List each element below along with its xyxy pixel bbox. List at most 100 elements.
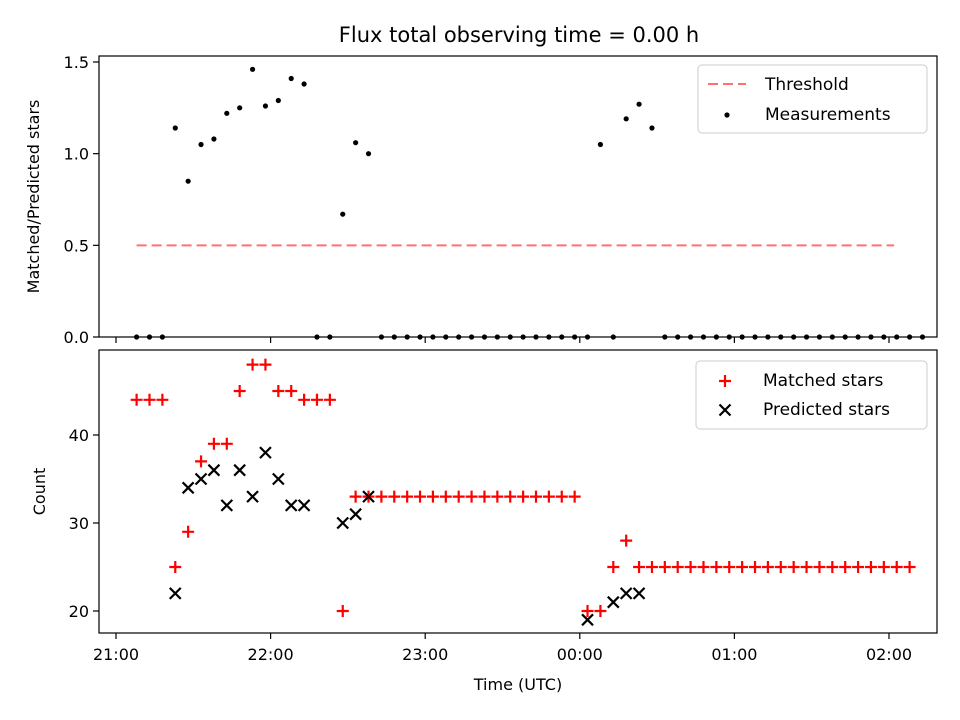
x-axis-label: Time (UTC)	[473, 675, 562, 694]
measurement-point	[275, 97, 281, 104]
matched-star-point	[581, 605, 594, 617]
matched-star-point	[645, 561, 658, 573]
legend-measurements-label: Measurements	[765, 105, 891, 125]
bottom-y-tick-label: 40	[69, 426, 89, 445]
predicted-star-point	[194, 472, 208, 486]
measurement-point	[353, 140, 359, 146]
x-tick-label: 21:00	[93, 645, 139, 664]
bottom-y-tick-label: 30	[69, 514, 89, 533]
matched-star-point	[401, 490, 414, 503]
matched-star-point	[439, 490, 452, 503]
predicted-star-point	[220, 499, 234, 512]
x-tick-label: 02:00	[866, 645, 912, 664]
top-y-tick-label: 1.5	[64, 53, 89, 72]
matched-star-point	[169, 561, 182, 573]
matched-star-point	[568, 490, 581, 503]
measurement-point	[185, 178, 191, 184]
matched-star-point	[555, 490, 568, 503]
matched-star-point	[478, 490, 491, 503]
matched-star-point	[774, 561, 787, 573]
legend-matched-swatch	[719, 375, 731, 387]
predicted-star-point	[181, 481, 195, 495]
matched-star-point	[877, 561, 890, 573]
predicted-star-point	[272, 472, 285, 486]
measurement-point	[211, 136, 217, 142]
matched-star-point	[787, 561, 800, 573]
matched-star-point	[323, 393, 336, 406]
matched-star-point	[349, 490, 362, 503]
matched-star-point	[813, 561, 826, 573]
matched-star-point	[298, 393, 311, 406]
figure-title: Flux total observing time = 0.00 h	[339, 23, 699, 47]
predicted-star-point	[207, 463, 221, 477]
measurement-point	[597, 141, 604, 148]
measurement-point	[301, 81, 307, 87]
x-tick-label: 00:00	[557, 645, 603, 664]
top-y-tick-label: 0.5	[64, 236, 89, 255]
top-axes-frame	[98, 55, 938, 338]
top-y-tick-label: 1.0	[64, 145, 89, 164]
predicted-star-point	[619, 587, 633, 600]
x-tick-label: 01:00	[711, 645, 757, 664]
predicted-star-point	[607, 595, 620, 609]
predicted-star-point	[349, 507, 362, 521]
legend-predicted-label: Predicted stars	[763, 400, 890, 420]
matched-star-point	[839, 561, 852, 573]
matched-star-point	[633, 561, 646, 573]
measurement-point	[649, 125, 655, 131]
matched-star-point	[491, 490, 504, 503]
matched-star-point	[375, 490, 388, 503]
matched-star-point	[285, 385, 298, 397]
matched-star-point	[207, 437, 220, 450]
matched-star-point	[607, 561, 620, 573]
measurement-point	[198, 141, 204, 148]
measurement-point	[237, 105, 243, 111]
matched-star-point	[658, 561, 671, 573]
matched-star-point	[594, 605, 607, 617]
matched-star-point	[233, 385, 246, 397]
top-legend-box	[697, 64, 928, 134]
bottom-y-axis-label: Count	[30, 468, 49, 516]
bottom-legend-box	[695, 360, 928, 430]
matched-star-point	[517, 490, 530, 503]
matched-star-point	[143, 393, 156, 406]
matched-star-point	[452, 490, 465, 503]
matched-star-point	[414, 490, 427, 503]
predicted-star-point	[233, 463, 246, 477]
bottom-axes-frame	[98, 349, 938, 634]
top-y-axis-label: Matched/Predicted stars	[24, 100, 43, 294]
measurement-point	[340, 211, 346, 217]
matched-star-point	[529, 490, 542, 503]
measurement-point	[636, 101, 642, 107]
matched-star-point	[310, 393, 323, 406]
predicted-star-point	[246, 490, 259, 503]
matched-star-point	[671, 561, 684, 573]
matched-star-point	[736, 561, 749, 573]
matched-star-point	[542, 490, 555, 503]
predicted-star-point	[259, 446, 272, 459]
predicted-star-point	[284, 499, 298, 512]
matched-star-point	[761, 561, 774, 573]
legend-threshold-label: Threshold	[764, 75, 849, 95]
matched-star-point	[903, 561, 916, 573]
matched-star-point	[336, 605, 349, 617]
matched-star-point	[504, 490, 517, 503]
top-legend: Threshold Measurements	[697, 64, 928, 134]
top-panel: 0.0 0.5 1.0 1.5 Matched/Predicted stars Thres…	[24, 53, 938, 347]
matched-star-point	[890, 561, 903, 573]
matched-star-point	[749, 561, 762, 573]
x-tick-label: 22:00	[248, 645, 294, 664]
matched-star-point	[826, 561, 839, 573]
predicted-star-point	[168, 587, 182, 600]
measurement-point	[365, 151, 372, 157]
predicted-star-point	[297, 499, 311, 512]
legend-predicted-swatch	[718, 403, 732, 417]
matched-star-point	[156, 393, 169, 406]
predicted-star-point	[362, 490, 375, 503]
matched-star-point	[259, 358, 272, 371]
matched-star-point	[130, 393, 143, 406]
matched-star-point	[852, 561, 865, 573]
matched-star-point	[723, 561, 736, 573]
matched-star-point	[800, 561, 813, 573]
